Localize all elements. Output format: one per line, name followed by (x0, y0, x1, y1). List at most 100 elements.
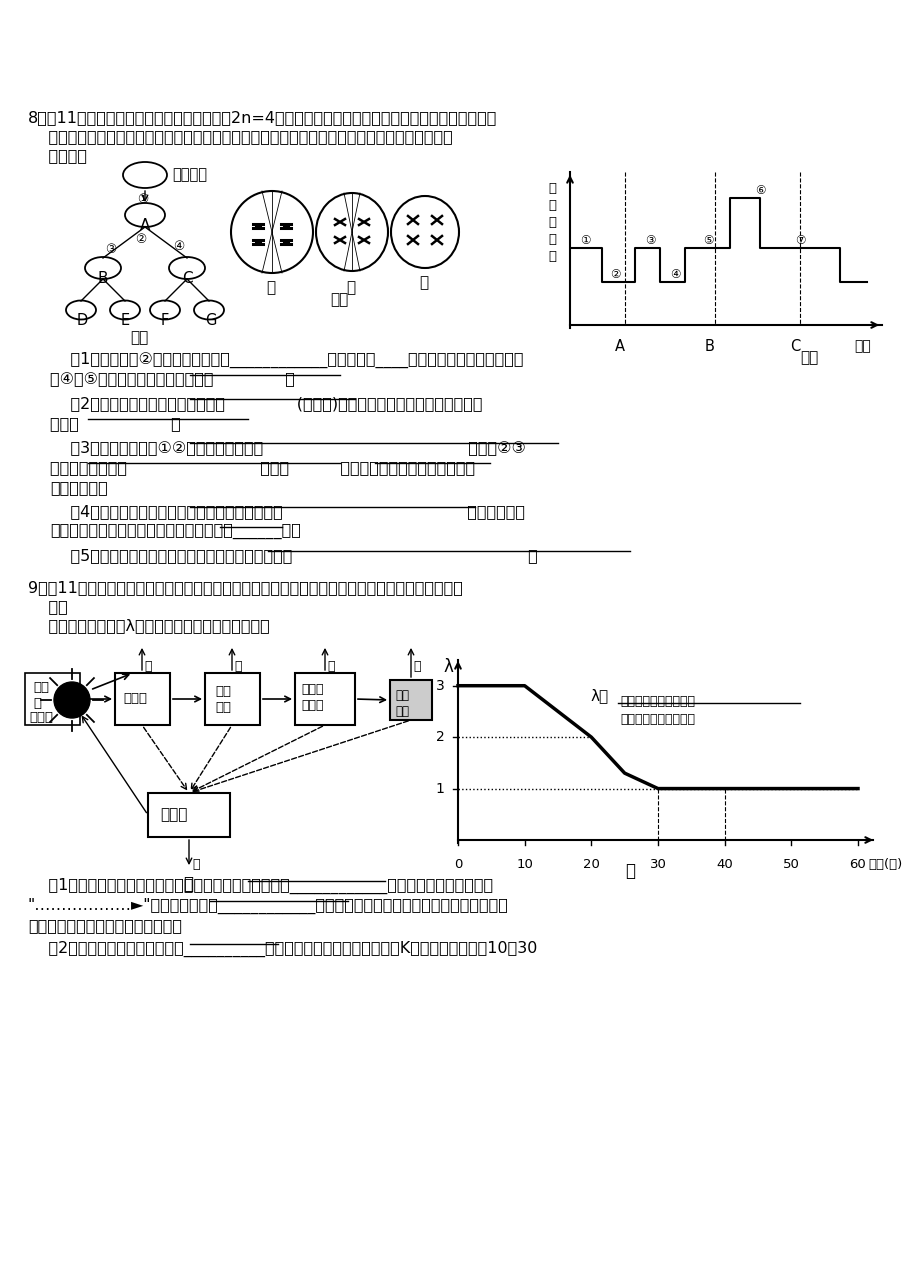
Text: E: E (121, 313, 130, 327)
Text: 热: 热 (413, 660, 420, 673)
Text: D: D (77, 313, 88, 327)
Ellipse shape (231, 191, 312, 273)
Text: B: B (98, 271, 108, 285)
Text: 热: 热 (326, 660, 335, 673)
Text: ②: ② (609, 268, 619, 282)
Text: 图２: 图２ (330, 292, 348, 307)
Text: 当前某种群的个体数量: 当前某种群的个体数量 (619, 696, 694, 708)
Text: 20: 20 (583, 857, 599, 871)
Text: 热: 热 (192, 857, 199, 871)
Text: 3: 3 (436, 679, 444, 693)
Text: 热: 热 (144, 660, 152, 673)
Ellipse shape (150, 301, 180, 320)
Text: （5）有人发现图２甲图有错误。请指出错误之处是                                              。: （5）有人发现图２甲图有错误。请指出错误之处是 。 (50, 548, 538, 563)
Text: λ＝: λ＝ (589, 688, 607, 703)
Text: 态系统一定时间内λ值和时间的关系。请据图回答：: 态系统一定时间内λ值和时间的关系。请据图回答： (28, 618, 269, 633)
Text: 30: 30 (649, 857, 665, 871)
Bar (25, 673, 80, 725)
Text: 图回答：: 图回答： (28, 148, 87, 163)
Bar (115, 673, 170, 725)
Text: （2）由图乙可知，该种群在第__________年时，达到种群的环境容纳量（K值）。当种群在第10～30: （2）由图乙可知，该种群在第__________年时，达到种群的环境容纳量（K值… (28, 941, 537, 957)
Text: 目: 目 (548, 250, 555, 262)
Text: 图３: 图３ (800, 350, 817, 364)
Ellipse shape (391, 196, 459, 268)
Bar (148, 792, 230, 837)
Text: 小型食: 小型食 (301, 683, 323, 696)
Text: （1）从图甲分析，无机环境中的物质和能量主要是通过____________过程进入生物群落，图中: （1）从图甲分析，无机环境中的物质和能量主要是通过____________过程进… (28, 878, 493, 894)
Text: 不能被生物体固定用于合成有机物。: 不能被生物体固定用于合成有机物。 (28, 919, 182, 933)
Text: （4）根据遗传学原理分析，生物个体发育过程是                                    的结果；在发: （4）根据遗传学原理分析，生物个体发育过程是 的结果；在发 (50, 505, 525, 519)
Ellipse shape (66, 301, 96, 320)
Text: C: C (789, 339, 800, 354)
Text: 大型: 大型 (394, 689, 409, 702)
Ellipse shape (110, 301, 140, 320)
Text: B: B (704, 339, 714, 354)
Text: G: G (205, 313, 216, 327)
Text: 该生: 该生 (28, 599, 68, 614)
Text: 图１: 图１ (130, 330, 148, 345)
Text: 肉食: 肉食 (394, 705, 409, 719)
Text: ⑥: ⑥ (754, 183, 765, 197)
Ellipse shape (123, 162, 167, 189)
Text: 分解者: 分解者 (160, 806, 187, 822)
Text: 阶段形成的原因是                          ；曲线          阶段（填编号）的细胞内不存在: 阶段形成的原因是 ；曲线 阶段（填编号）的细胞内不存在 (50, 460, 474, 475)
Text: 时间(年): 时间(年) (867, 857, 902, 871)
Text: 育过程中，该动物细胞中染色体数最多时有______条。: 育过程中，该动物细胞中染色体数最多时有______条。 (50, 524, 301, 539)
Text: 丙: 丙 (418, 275, 427, 290)
Text: ④: ④ (669, 268, 679, 282)
Text: A: A (614, 339, 624, 354)
Text: 染: 染 (548, 182, 555, 195)
Ellipse shape (194, 301, 223, 320)
Text: 水: 水 (33, 697, 41, 710)
Text: 8．（11分，每空１分）下面是某雄性动物（2n=4）在生殖和发育过程中的有关图示。图１是减数分裂: 8．（11分，每空１分）下面是某雄性动物（2n=4）在生殖和发育过程中的有关图示… (28, 110, 497, 125)
Bar (390, 680, 432, 720)
Text: 一年前种群的个体数量: 一年前种群的个体数量 (619, 713, 694, 726)
Text: 60: 60 (849, 857, 866, 871)
Text: 色: 色 (548, 199, 555, 211)
Text: 动物: 动物 (215, 701, 231, 713)
Text: 乙: 乙 (346, 280, 355, 296)
Ellipse shape (169, 257, 205, 279)
Text: 体: 体 (548, 217, 555, 229)
Text: 甲: 甲 (183, 875, 193, 893)
Text: 50: 50 (782, 857, 799, 871)
Text: 从④到⑤的生理过程利用了细胞膜的              。: 从④到⑤的生理过程利用了细胞膜的 。 (50, 372, 295, 387)
Bar (295, 673, 355, 725)
Ellipse shape (85, 257, 121, 279)
Text: 乙: 乙 (624, 862, 634, 880)
Text: 食草: 食草 (215, 685, 231, 698)
Text: A: A (140, 218, 150, 233)
Text: ②: ② (135, 233, 146, 246)
Text: 空气: 空气 (33, 682, 49, 694)
Text: 同源染色体。: 同源染色体。 (50, 480, 108, 496)
Text: 精原细胞: 精原细胞 (172, 167, 207, 182)
Ellipse shape (315, 192, 388, 271)
Text: ⑦: ⑦ (794, 234, 804, 247)
Text: F: F (161, 313, 169, 327)
Text: 2: 2 (436, 730, 444, 744)
Bar (205, 673, 260, 725)
Text: ④: ④ (173, 240, 184, 254)
Text: ⑤: ⑤ (702, 234, 712, 247)
Text: 肉动物: 肉动物 (301, 699, 323, 712)
Text: ①: ① (137, 192, 148, 206)
Text: 数: 数 (548, 233, 555, 246)
Text: 过程简图，图２、图３是一同学画的不同时期细胞分裂图像和细胞染色体数目的变化曲线，请据: 过程简图，图２、图３是一同学画的不同时期细胞分裂图像和细胞染色体数目的变化曲线，… (28, 129, 452, 144)
Text: λ: λ (443, 657, 452, 676)
Text: ①: ① (579, 234, 590, 247)
Text: （1）图１中的②过程产生的细胞叫____________，图２中的____细胞处在该过程中。图３中: （1）图１中的②过程产生的细胞叫____________，图２中的____细胞处… (50, 352, 523, 368)
Text: （2）图２中乙细胞时期处于图３中              (填编号)阶段，其分裂产生的子细胞可能为: （2）图２中乙细胞时期处于图３中 (填编号)阶段，其分裂产生的子细胞可能为 (50, 396, 482, 412)
Text: 无机盐: 无机盐 (29, 711, 53, 724)
Text: "………………►"表示生态系统的____________；生态系统中能量是不能循环流动的，原因是: "………………►"表示生态系统的____________；生态系统中能量是不能循… (28, 898, 508, 915)
Ellipse shape (125, 203, 165, 227)
Circle shape (54, 682, 90, 719)
Text: 1: 1 (435, 781, 444, 795)
Text: 9．（11分，每空１分）图甲表示某温带草原生态系统的能量流和部分物质流，图乙表示某种群迁入: 9．（11分，每空１分）图甲表示某温带草原生态系统的能量流和部分物质流，图乙表示… (28, 580, 462, 595)
Text: ③: ③ (644, 234, 654, 247)
Text: （3）图３中，曲线①②阶段形成的原因是                                        ；曲线②③: （3）图３中，曲线①②阶段形成的原因是 ；曲线②③ (50, 440, 526, 455)
Text: C: C (182, 271, 192, 285)
Text: 时间: 时间 (853, 339, 869, 353)
Text: 生产者: 生产者 (123, 692, 147, 705)
Text: ③: ③ (105, 243, 116, 256)
Text: 甲: 甲 (266, 280, 275, 296)
